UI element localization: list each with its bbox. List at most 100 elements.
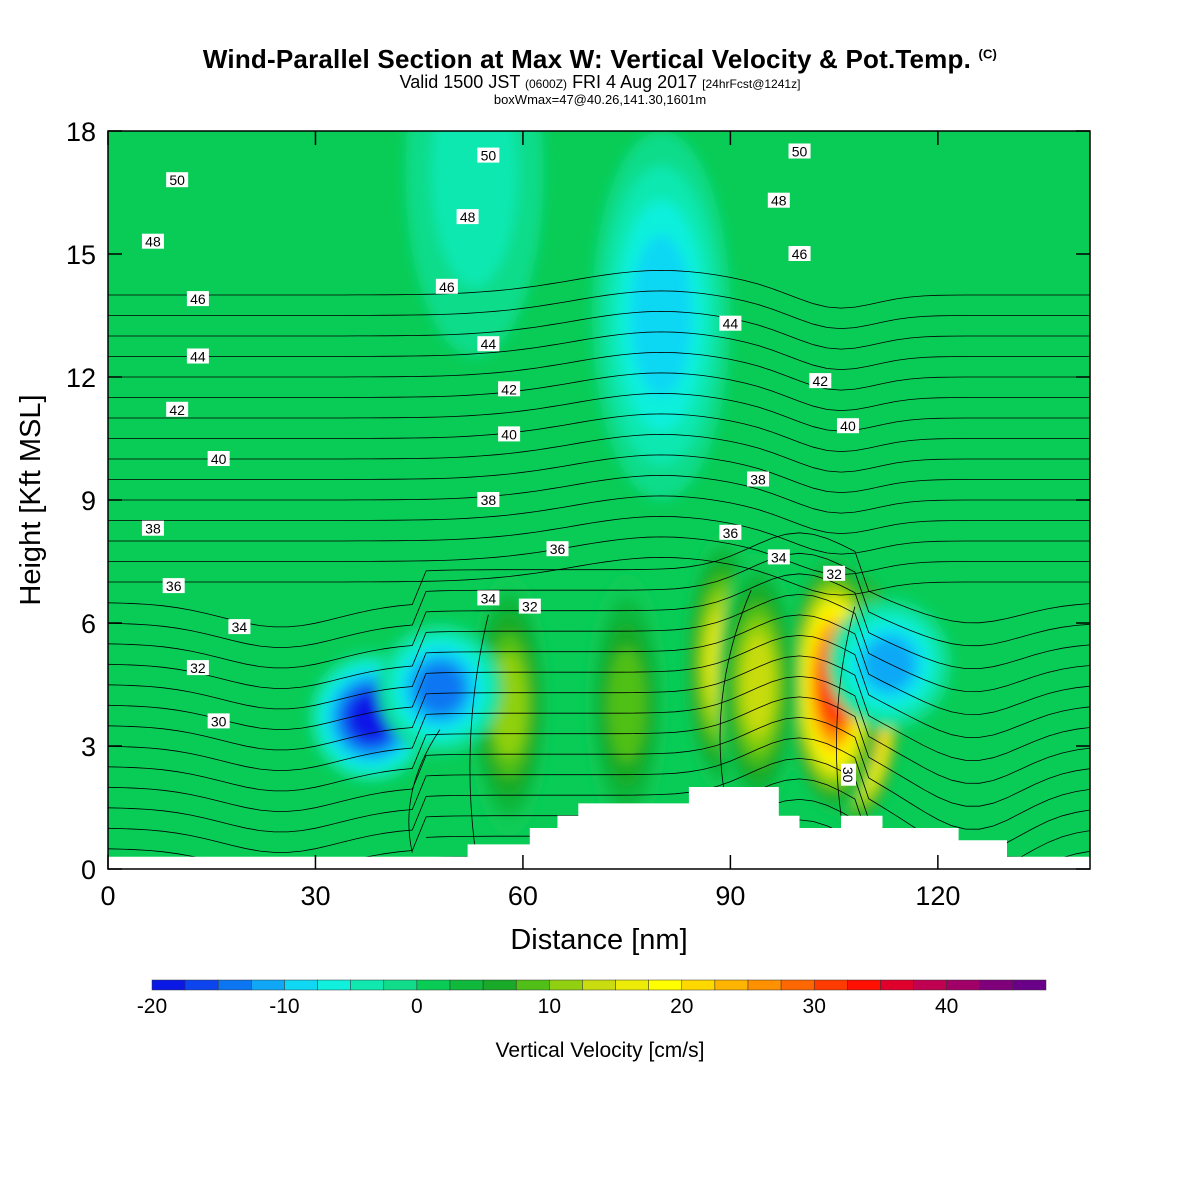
colorbar-swatch (681, 979, 716, 991)
theta-label-text: 50 (169, 172, 185, 188)
theta-label-text: 50 (481, 148, 497, 164)
theta-label-text: 36 (550, 541, 566, 557)
theta-label: 44 (719, 315, 742, 332)
colorbar-swatch (217, 979, 252, 991)
theta-label-box (477, 590, 500, 606)
theta-label-text: 48 (145, 234, 161, 250)
theta-label: 30 (207, 713, 230, 729)
theta-label: 48 (767, 192, 790, 209)
velocity-feature (405, 131, 544, 357)
theta-isoline (108, 593, 1090, 693)
colorbar-swatch (979, 979, 1014, 991)
theta-label: 32 (186, 660, 209, 676)
theta-label: 36 (162, 578, 185, 594)
colorbar-swatch (515, 979, 550, 991)
theta-label: 42 (809, 373, 832, 389)
colorbar-swatch (482, 979, 517, 991)
theta-label-text: 34 (481, 590, 497, 606)
theta-label-box (477, 336, 500, 352)
theta-label-text: 34 (771, 549, 787, 565)
theta-label: 48 (141, 233, 164, 250)
colorbar-swatch (1012, 979, 1047, 991)
theta-label: 48 (456, 209, 479, 225)
theta-label-box (767, 192, 790, 208)
theta-label: 38 (747, 471, 770, 488)
theta-label: 40 (207, 451, 230, 467)
y-tick-label: 12 (66, 363, 96, 393)
colorbar-swatch (847, 979, 881, 991)
theta-isoline (108, 552, 1090, 648)
theta-label-box (186, 348, 209, 364)
theta-label-text: 38 (750, 472, 766, 488)
theta-label-box (166, 172, 189, 188)
theta-label-text: 36 (166, 578, 182, 594)
theta-label: 42 (166, 401, 189, 418)
theta-isoline (108, 331, 1090, 371)
theta-label-box (546, 541, 569, 557)
theta-label-text: 38 (481, 492, 497, 508)
theta-label: 42 (498, 381, 521, 397)
y-tick-label: 3 (81, 732, 96, 762)
y-tick-label: 6 (81, 609, 96, 639)
colorbar-swatch (251, 979, 285, 991)
x-tick-label: 30 (300, 881, 330, 911)
theta-label: 40 (836, 418, 859, 434)
y-tick-label: 18 (66, 117, 96, 147)
colorbar-tick-label: 30 (803, 995, 826, 1018)
theta-label-box (498, 426, 521, 442)
colorbar-swatch (184, 979, 219, 991)
theta-isoline (719, 590, 752, 788)
theta-label-box (435, 278, 458, 294)
theta-label-box (207, 713, 230, 729)
theta-label: 44 (477, 336, 500, 352)
colorbar-tick-label: 20 (670, 995, 693, 1018)
theta-label-text: 48 (460, 209, 476, 225)
colorbar-swatch (317, 979, 351, 991)
theta-label-text: 42 (501, 381, 517, 397)
colorbar-tick-label: 10 (538, 995, 561, 1018)
colorbar-swatch (383, 979, 418, 991)
theta-label-text: 42 (813, 373, 829, 389)
colorbar-swatch (813, 979, 848, 991)
theta-label-text: 44 (481, 336, 497, 352)
theta-label-box (719, 524, 742, 540)
x-tick-label: 0 (100, 881, 115, 911)
theta-isoline (108, 290, 1090, 330)
terrain (108, 787, 1090, 869)
theta-label: 46 (186, 291, 209, 307)
theta-label-box (166, 401, 189, 417)
theta-label-box (823, 565, 846, 581)
colorbar: -20 -10 0 10 20 30 40 (137, 979, 1047, 1018)
colorbar-swatch (151, 979, 186, 991)
theta-label-box (186, 291, 209, 307)
theta-label-box (747, 471, 770, 487)
theta-label-text: 32 (826, 566, 842, 582)
theta-label-box (207, 451, 230, 466)
chart-box-info: boxWmax=47@40.26,141.30,1601m (493, 92, 707, 107)
colorbar-swatch (946, 979, 981, 991)
colorbar-swatch (582, 979, 616, 991)
velocity-level (630, 234, 692, 397)
theta-isoline (108, 614, 1090, 715)
theta-isoline (108, 351, 1090, 391)
colorbar-swatch (648, 979, 683, 991)
theta-isoline (469, 614, 489, 845)
colorbar-swatch (780, 979, 815, 991)
theta-label: 46 (788, 246, 811, 262)
theta-isoline (108, 310, 1090, 350)
theta-isoline (108, 556, 1090, 596)
theta-label: 36 (719, 524, 742, 541)
theta-isoline (408, 729, 441, 853)
theta-label: 34 (228, 619, 251, 635)
theta-isoline (108, 495, 1090, 535)
velocity-feature (592, 131, 731, 500)
colorbar-swatch (416, 979, 451, 991)
theta-label: 50 (477, 147, 500, 164)
colorbar-swatch (350, 979, 385, 991)
theta-label-text: 32 (522, 599, 538, 615)
theta-label-text: 40 (840, 418, 856, 434)
theta-label: 50 (166, 172, 189, 188)
theta-isoline (108, 573, 1090, 669)
colorbar-tick-label: -10 (269, 995, 299, 1018)
